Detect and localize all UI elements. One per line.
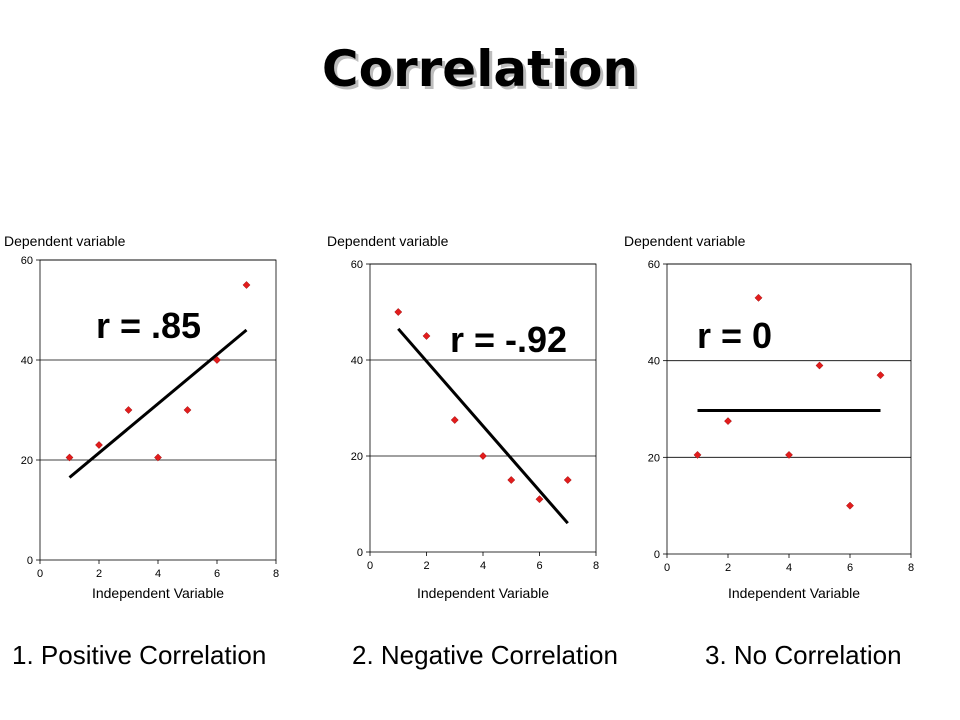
y-tick-label: 0 [654,549,660,561]
scatter-plot: 0 20 40 60 0 2 4 6 8 Dependent variable Independen… [624,233,914,601]
data-point [154,453,162,462]
data-point [563,476,572,484]
x-tick-label: 8 [593,560,599,572]
caption-positive-correlation: 1. Positive Correlation [12,640,267,670]
y-tick-label: 60 [21,255,33,267]
x-tick-label: 0 [664,562,670,574]
x-tick-label: 0 [367,560,373,572]
data-point [95,441,103,449]
x-tick-label: 4 [480,560,486,572]
correlation-coefficient: r = 0 [697,315,772,356]
data-point [724,417,732,426]
x-tick-label: 6 [214,568,220,580]
data-point [65,453,74,462]
x-tick-label: 0 [37,568,43,580]
data-point [693,450,702,459]
caption-negative-correlation: 2. Negative Correlation [352,640,618,670]
data-point [394,308,403,316]
data-point [507,476,516,484]
x-tick-label: 2 [96,568,102,580]
y-axis-label: Dependent variable [624,233,746,249]
y-axis-label: Dependent variable [327,233,449,249]
correlation-coefficient: r = -.92 [450,319,567,360]
y-tick-label: 20 [21,455,33,467]
x-tick-label: 2 [725,562,731,574]
data-point [754,293,763,302]
data-point [183,406,192,414]
data-point [450,416,459,424]
x-axis-label: Independent Variable [92,585,224,601]
x-tick-label: 6 [847,562,853,574]
x-tick-label: 2 [423,560,429,572]
y-tick-label: 20 [351,451,363,463]
x-tick-label: 4 [786,562,792,574]
correlation-coefficient: r = .85 [96,305,201,346]
x-tick-label: 8 [908,562,914,574]
y-axis-label: Dependent variable [4,233,126,249]
chart-negative-correlation: 0 20 40 60 0 2 4 6 8 Dependent variable Independen… [325,230,635,610]
data-point [815,361,824,370]
data-point [213,356,221,364]
y-tick-label: 60 [648,259,660,271]
y-tick-label: 0 [27,555,33,567]
x-tick-label: 8 [273,568,279,580]
x-axis-label: Independent Variable [728,585,860,601]
chart-no-correlation: 0 20 40 60 0 2 4 6 8 Dependent variable Independen… [622,230,932,610]
caption-no-correlation: 3. No Correlation [705,640,902,670]
trendline [68,328,248,479]
data-point [846,501,854,510]
y-tick-label: 40 [351,355,363,367]
y-tick-label: 20 [648,452,660,464]
data-point [876,371,885,380]
data-point [535,495,544,504]
y-tick-label: 40 [648,356,660,368]
data-point [422,332,431,340]
data-point [242,281,251,289]
data-point [479,452,487,460]
x-tick-label: 6 [536,560,542,572]
x-tick-label: 4 [155,568,161,580]
y-tick-label: 60 [351,259,363,271]
plot-frame [369,263,597,553]
data-point [785,450,793,459]
y-tick-label: 40 [21,355,33,367]
page-title: Correlation [321,40,639,98]
trendline [397,327,569,525]
scatter-plot: 0 20 40 60 0 2 4 6 8 Dependent variable Independen… [327,233,599,601]
scatter-plot: 0 20 40 60 0 2 4 6 8 Dependent variable Independen… [4,233,279,601]
y-tick-label: 0 [357,547,363,559]
chart-positive-correlation: 0 20 40 60 0 2 4 6 8 Dependent variable Independen… [0,230,310,610]
x-axis-label: Independent Variable [417,585,549,601]
data-point [124,406,133,414]
